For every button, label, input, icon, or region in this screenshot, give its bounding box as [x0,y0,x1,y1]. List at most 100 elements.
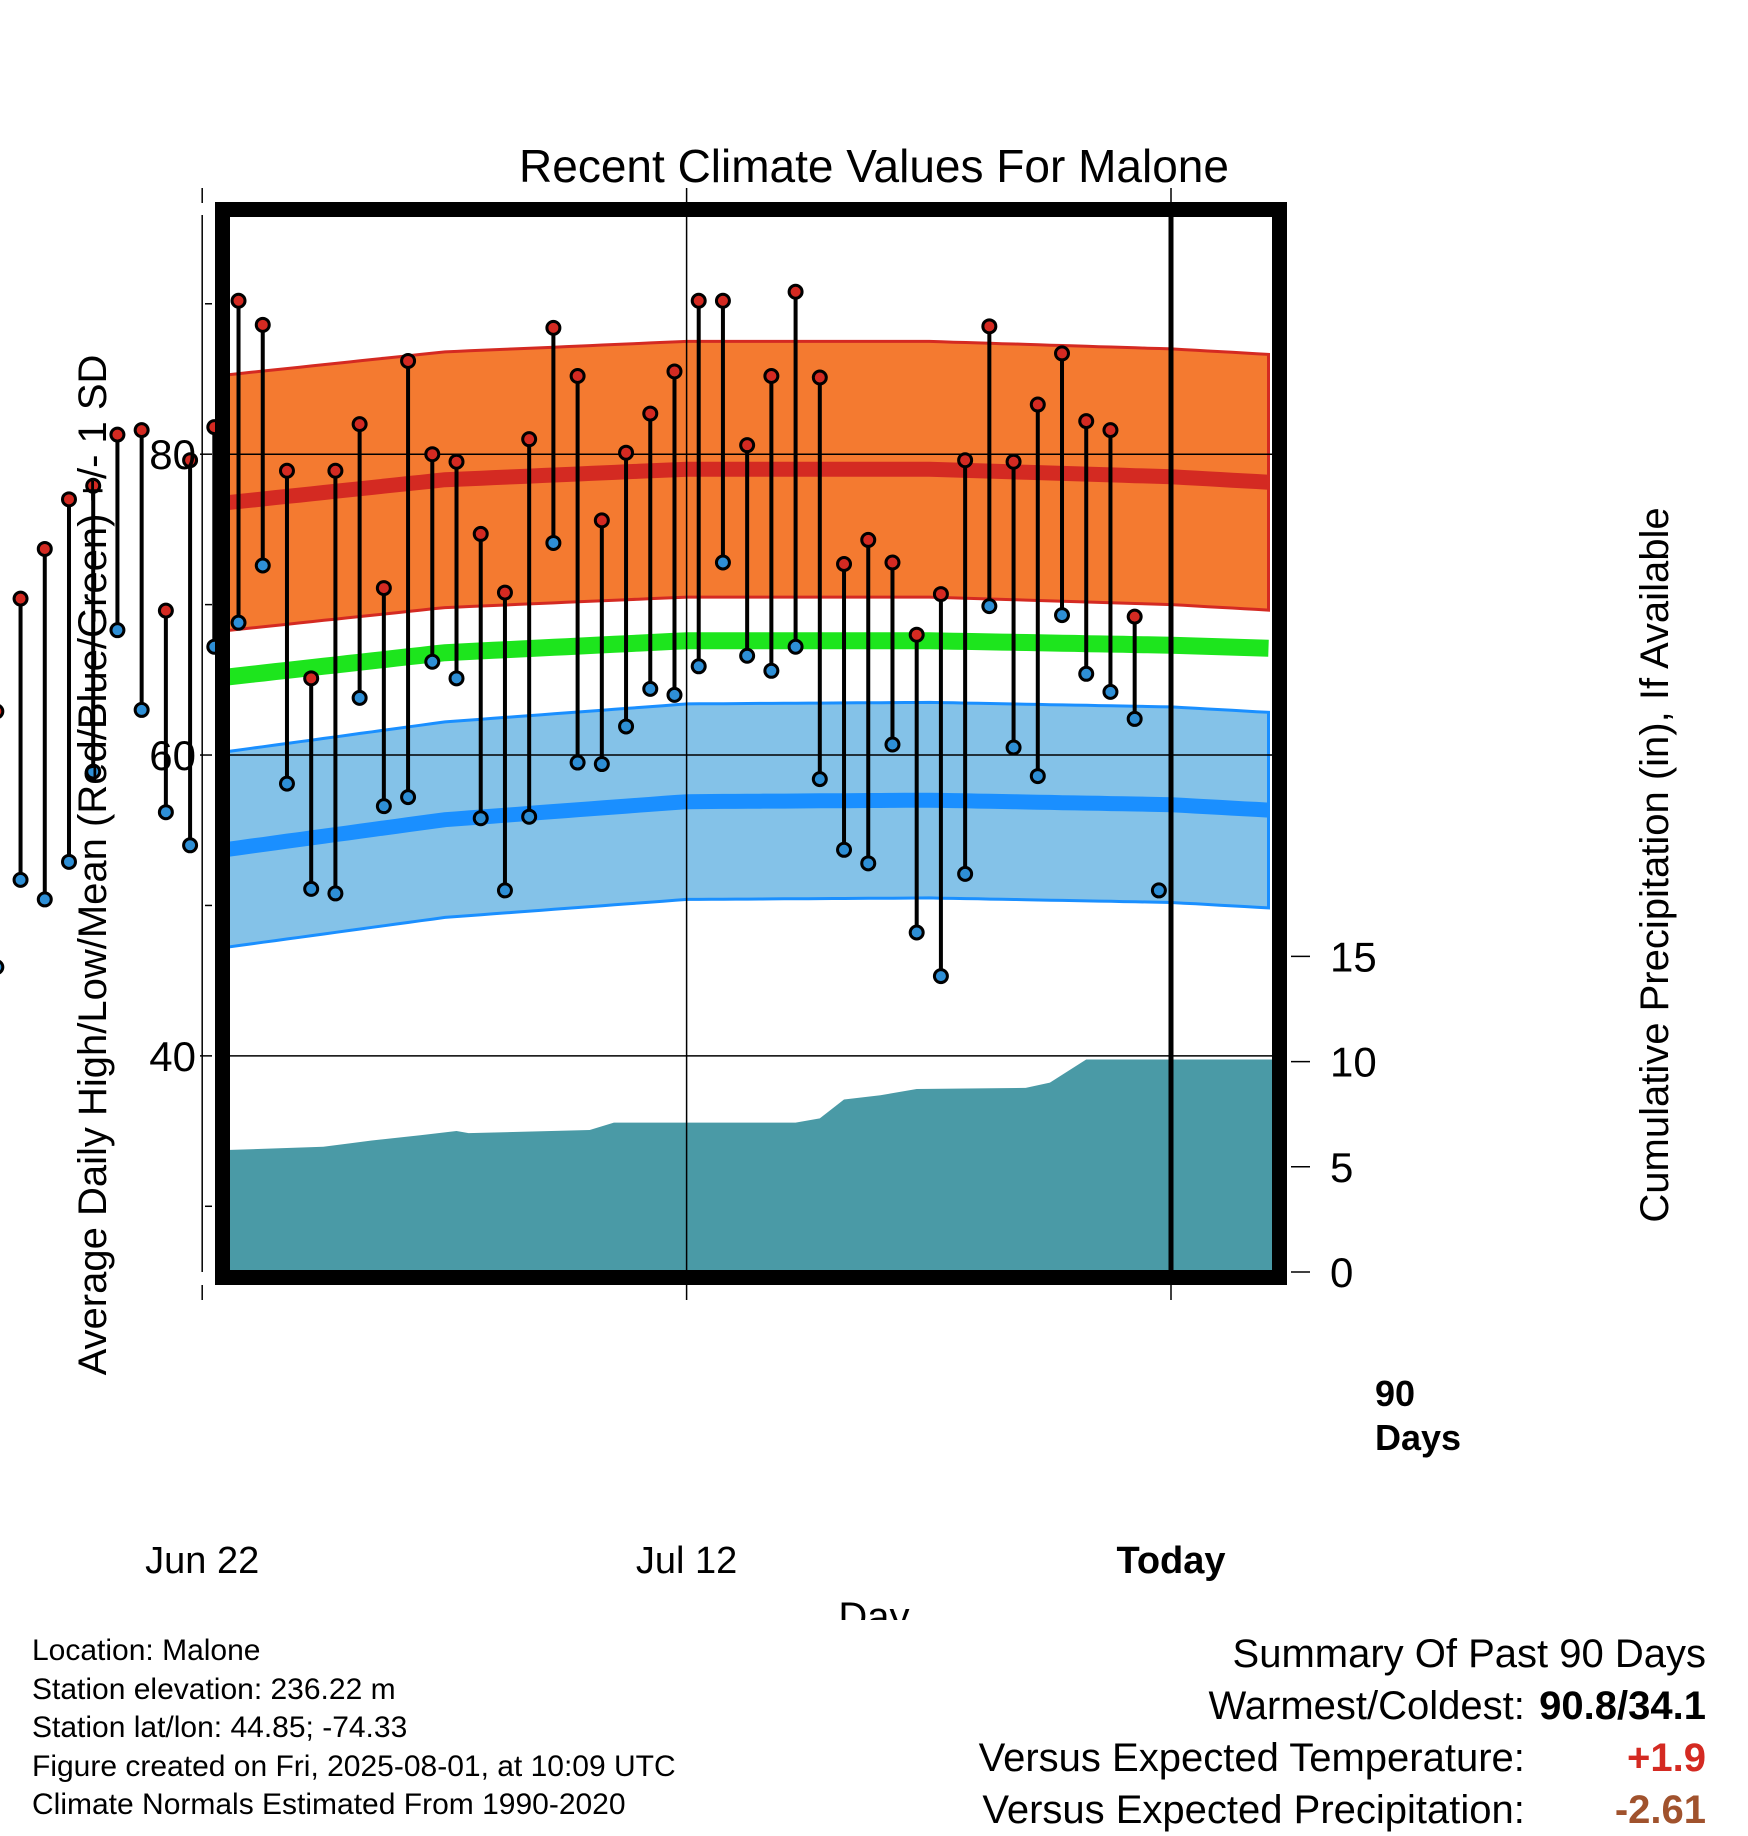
daily-high-point [375,580,392,597]
daily-low-point [157,804,174,821]
daily-high-point [884,554,901,571]
days-marker-unit: Days [1375,1417,1461,1458]
daily-high-point [1102,422,1119,439]
daily-high-point [545,319,562,336]
daily-high-point [157,602,174,619]
daily-low-point [254,557,271,574]
plot-frame [215,202,1287,1285]
daily-low-point [60,853,77,870]
daily-low-point [1150,882,1167,899]
y-axis-label-right: Cumulative Precipitation (in), If Availa… [1633,507,1677,1222]
daily-high-point [448,453,465,470]
days-marker-number: 90 [1375,1373,1415,1414]
station-info: Location: Malone Station elevation: 236.… [32,1632,676,1825]
summary-precip: Versus Expected Precipitation: -2.61 [979,1784,1706,1836]
daily-high-point [85,477,102,494]
y-tick-label-left: 60 [149,732,196,779]
precip-area [227,1059,1276,1272]
daily-low-point [521,808,538,825]
daily-high-point [569,367,586,384]
daily-high-point [1126,608,1143,625]
y-tick-label-right: 15 [1330,933,1377,980]
daily-high-point [278,462,295,479]
daily-high-point [133,422,150,439]
daily-low-point [1029,768,1046,785]
daily-low-point [36,891,53,908]
daily-low-point [787,638,804,655]
daily-low-point [303,880,320,897]
y-tick-label-right: 5 [1330,1144,1353,1191]
daily-low-point [981,598,998,615]
daily-high-point [182,452,199,469]
daily-high-point [981,318,998,335]
daily-high-point [36,540,53,557]
daily-high-point [1078,413,1095,430]
daily-high-point [811,369,828,386]
daily-high-point [836,556,853,573]
daily-low-point [472,810,489,827]
daily-high-point [860,531,877,548]
x-tick-label: Today [1116,1540,1225,1582]
daily-low-point [569,754,586,771]
y-tick-label-left: 40 [149,1033,196,1080]
daily-low-point [739,647,756,664]
normals-text: Climate Normals Estimated From 1990-2020 [32,1788,626,1821]
low-normal-line [226,792,1269,857]
daily-low-point [957,865,974,882]
chart-title: Recent Climate Values For Malone [519,140,1229,192]
daily-low-point [278,775,295,792]
daily-low-point [1005,739,1022,756]
daily-high-point [690,292,707,309]
daily-low-point [714,554,731,571]
climate-chart: Recent Climate Values For Malone 90DaysM… [0,140,1677,1620]
daily-high-point [787,283,804,300]
warm-cold-value: 90.8/34.1 [1539,1684,1706,1728]
y-axis-label-left: Average Daily High/Low/Mean (Red/Blue/Gr… [71,355,115,1376]
daily-low-point [884,736,901,753]
daily-high-point [327,462,344,479]
summary-panel: Summary Of Past 90 Days Warmest/Coldest:… [979,1628,1706,1836]
daily-high-point [618,444,635,461]
daily-low-point [1126,710,1143,727]
daily-high-point [642,405,659,422]
daily-low-point [12,871,29,888]
daily-high-point [908,626,925,643]
daily-high-point [0,704,5,719]
created-text: Figure created on Fri, 2025-08-01, at 10… [32,1749,676,1783]
daily-low-point [0,960,5,975]
daily-high-point [424,446,441,463]
y-tick-label-right: 10 [1330,1039,1377,1086]
daily-low-point [763,662,780,679]
daily-high-point [60,491,77,508]
latlon-text: Station lat/lon: 44.85; -74.33 [32,1711,408,1744]
daily-high-point [739,437,756,454]
daily-low-point [690,658,707,675]
daily-low-point [85,763,102,780]
temp-value: +1.9 [1627,1736,1706,1780]
daily-high-point [593,512,610,529]
daily-high-point [109,426,126,443]
daily-low-point [545,534,562,551]
daily-low-point [327,885,344,902]
daily-low-point [811,771,828,788]
daily-low-point [133,701,150,718]
daily-low-point [836,841,853,858]
daily-low-point [593,756,610,773]
y-tick-label-left: 80 [149,431,196,478]
daily-low-point [351,689,368,706]
daily-low-point [182,837,199,854]
daily-high-point [400,352,417,369]
daily-high-point [932,586,949,603]
precip-label: Versus Expected Precipitation: [982,1788,1525,1832]
daily-low-point [1078,665,1095,682]
precip-value: -2.61 [1614,1788,1706,1832]
daily-high-point [1029,396,1046,413]
summary-heading: Summary Of Past 90 Days [1232,1632,1706,1676]
daily-low-point [496,882,513,899]
daily-low-point [400,789,417,806]
daily-low-point [642,680,659,697]
daily-low-point [666,686,683,703]
daily-high-point [957,452,974,469]
daily-low-point [1054,607,1071,624]
